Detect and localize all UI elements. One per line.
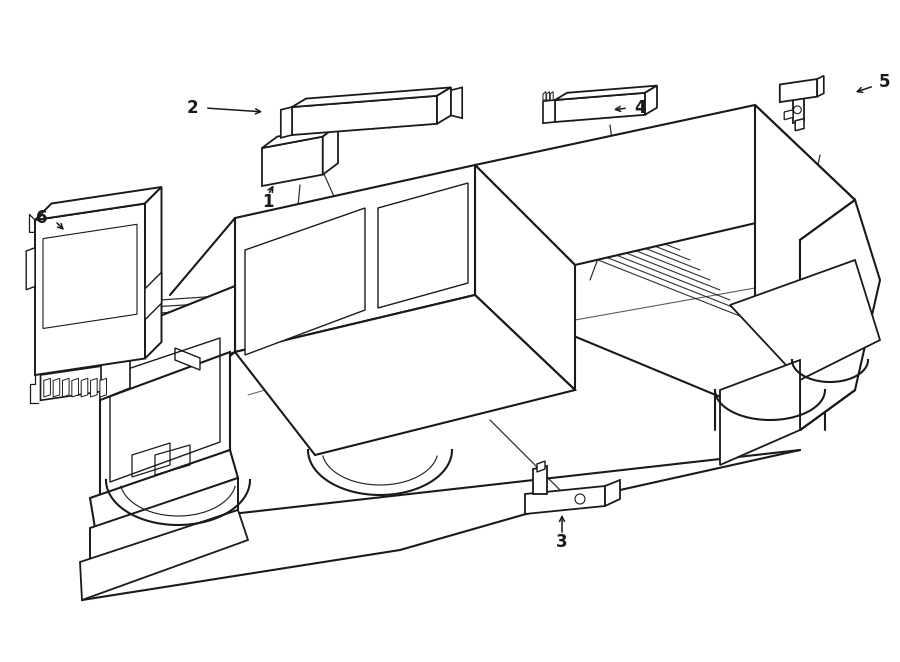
Text: 3: 3 [556,533,568,551]
Polygon shape [72,378,78,397]
Text: 5: 5 [879,73,891,91]
Polygon shape [533,466,547,494]
Polygon shape [281,107,292,138]
Polygon shape [175,348,200,370]
Text: 4: 4 [634,99,646,117]
Polygon shape [645,85,657,115]
Polygon shape [605,480,620,506]
Polygon shape [292,87,451,107]
Polygon shape [437,87,451,124]
Polygon shape [262,136,323,186]
Polygon shape [40,366,101,401]
Polygon shape [145,187,161,359]
Polygon shape [546,91,550,100]
Polygon shape [100,352,230,500]
Polygon shape [451,87,463,118]
Text: 1: 1 [262,193,274,211]
Polygon shape [235,165,475,352]
Polygon shape [100,350,130,400]
Polygon shape [120,286,235,400]
Polygon shape [100,378,106,397]
Polygon shape [800,200,855,430]
Polygon shape [91,378,97,397]
Text: 6: 6 [36,209,48,227]
Polygon shape [525,486,605,514]
Polygon shape [245,208,365,355]
Polygon shape [292,96,437,135]
Polygon shape [475,165,575,390]
Polygon shape [90,478,238,562]
Polygon shape [53,378,59,397]
Polygon shape [779,79,817,102]
Polygon shape [817,75,824,97]
Polygon shape [543,91,546,100]
Polygon shape [90,450,238,528]
Polygon shape [755,105,855,390]
Polygon shape [262,125,338,148]
Text: 2: 2 [186,99,198,117]
Polygon shape [555,85,657,100]
Polygon shape [550,91,554,100]
Polygon shape [537,461,545,472]
Polygon shape [784,110,793,120]
Polygon shape [730,260,880,380]
Polygon shape [81,378,88,397]
Polygon shape [796,118,804,130]
Polygon shape [235,295,575,455]
Polygon shape [35,203,145,375]
Polygon shape [555,93,645,122]
Polygon shape [475,105,855,265]
Polygon shape [44,378,50,397]
Polygon shape [378,183,468,308]
Polygon shape [543,100,555,123]
Polygon shape [80,510,248,600]
Polygon shape [793,87,804,123]
Polygon shape [800,200,880,430]
Polygon shape [323,125,338,175]
Polygon shape [26,248,35,290]
Polygon shape [35,187,161,220]
Polygon shape [720,360,800,465]
Polygon shape [145,272,161,320]
Polygon shape [62,378,69,397]
